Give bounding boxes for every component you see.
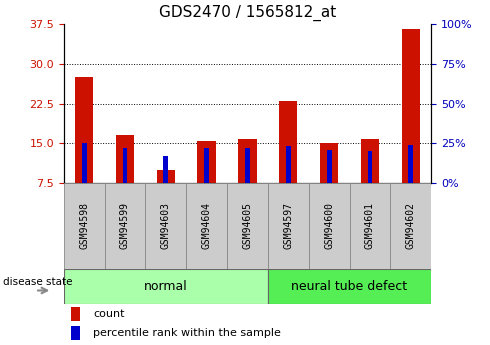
Text: GSM94603: GSM94603 xyxy=(161,203,171,249)
Text: disease state: disease state xyxy=(3,277,73,287)
Bar xyxy=(279,101,297,183)
Bar xyxy=(286,146,291,183)
Text: normal: normal xyxy=(144,280,188,293)
FancyBboxPatch shape xyxy=(146,183,186,269)
Text: GSM94599: GSM94599 xyxy=(120,203,130,249)
Bar xyxy=(75,77,93,183)
Bar xyxy=(71,307,80,321)
Bar xyxy=(245,148,250,183)
Bar xyxy=(157,170,175,183)
Text: count: count xyxy=(93,309,124,319)
Bar xyxy=(368,151,372,183)
Bar xyxy=(204,148,209,183)
FancyBboxPatch shape xyxy=(309,183,349,269)
Text: GSM94605: GSM94605 xyxy=(243,203,252,249)
FancyBboxPatch shape xyxy=(64,183,104,269)
Bar xyxy=(116,135,134,183)
FancyBboxPatch shape xyxy=(268,183,309,269)
Bar xyxy=(197,140,216,183)
Bar xyxy=(122,148,127,183)
Text: percentile rank within the sample: percentile rank within the sample xyxy=(93,328,281,338)
Bar xyxy=(71,326,80,339)
FancyBboxPatch shape xyxy=(64,269,268,304)
Text: GSM94597: GSM94597 xyxy=(283,203,294,249)
Text: GSM94598: GSM94598 xyxy=(79,203,89,249)
Bar xyxy=(402,29,420,183)
FancyBboxPatch shape xyxy=(349,183,391,269)
FancyBboxPatch shape xyxy=(186,183,227,269)
Text: neural tube defect: neural tube defect xyxy=(292,280,408,293)
Text: GSM94600: GSM94600 xyxy=(324,203,334,249)
Bar xyxy=(163,156,168,183)
Bar xyxy=(327,149,332,183)
FancyBboxPatch shape xyxy=(268,269,431,304)
Bar xyxy=(320,143,338,183)
Title: GDS2470 / 1565812_at: GDS2470 / 1565812_at xyxy=(159,5,336,21)
Bar xyxy=(82,143,87,183)
FancyBboxPatch shape xyxy=(391,183,431,269)
Bar xyxy=(361,139,379,183)
Text: GSM94604: GSM94604 xyxy=(201,203,212,249)
Bar xyxy=(238,139,257,183)
Text: GSM94601: GSM94601 xyxy=(365,203,375,249)
Text: GSM94602: GSM94602 xyxy=(406,203,416,249)
FancyBboxPatch shape xyxy=(227,183,268,269)
FancyBboxPatch shape xyxy=(104,183,146,269)
Bar xyxy=(408,145,413,183)
